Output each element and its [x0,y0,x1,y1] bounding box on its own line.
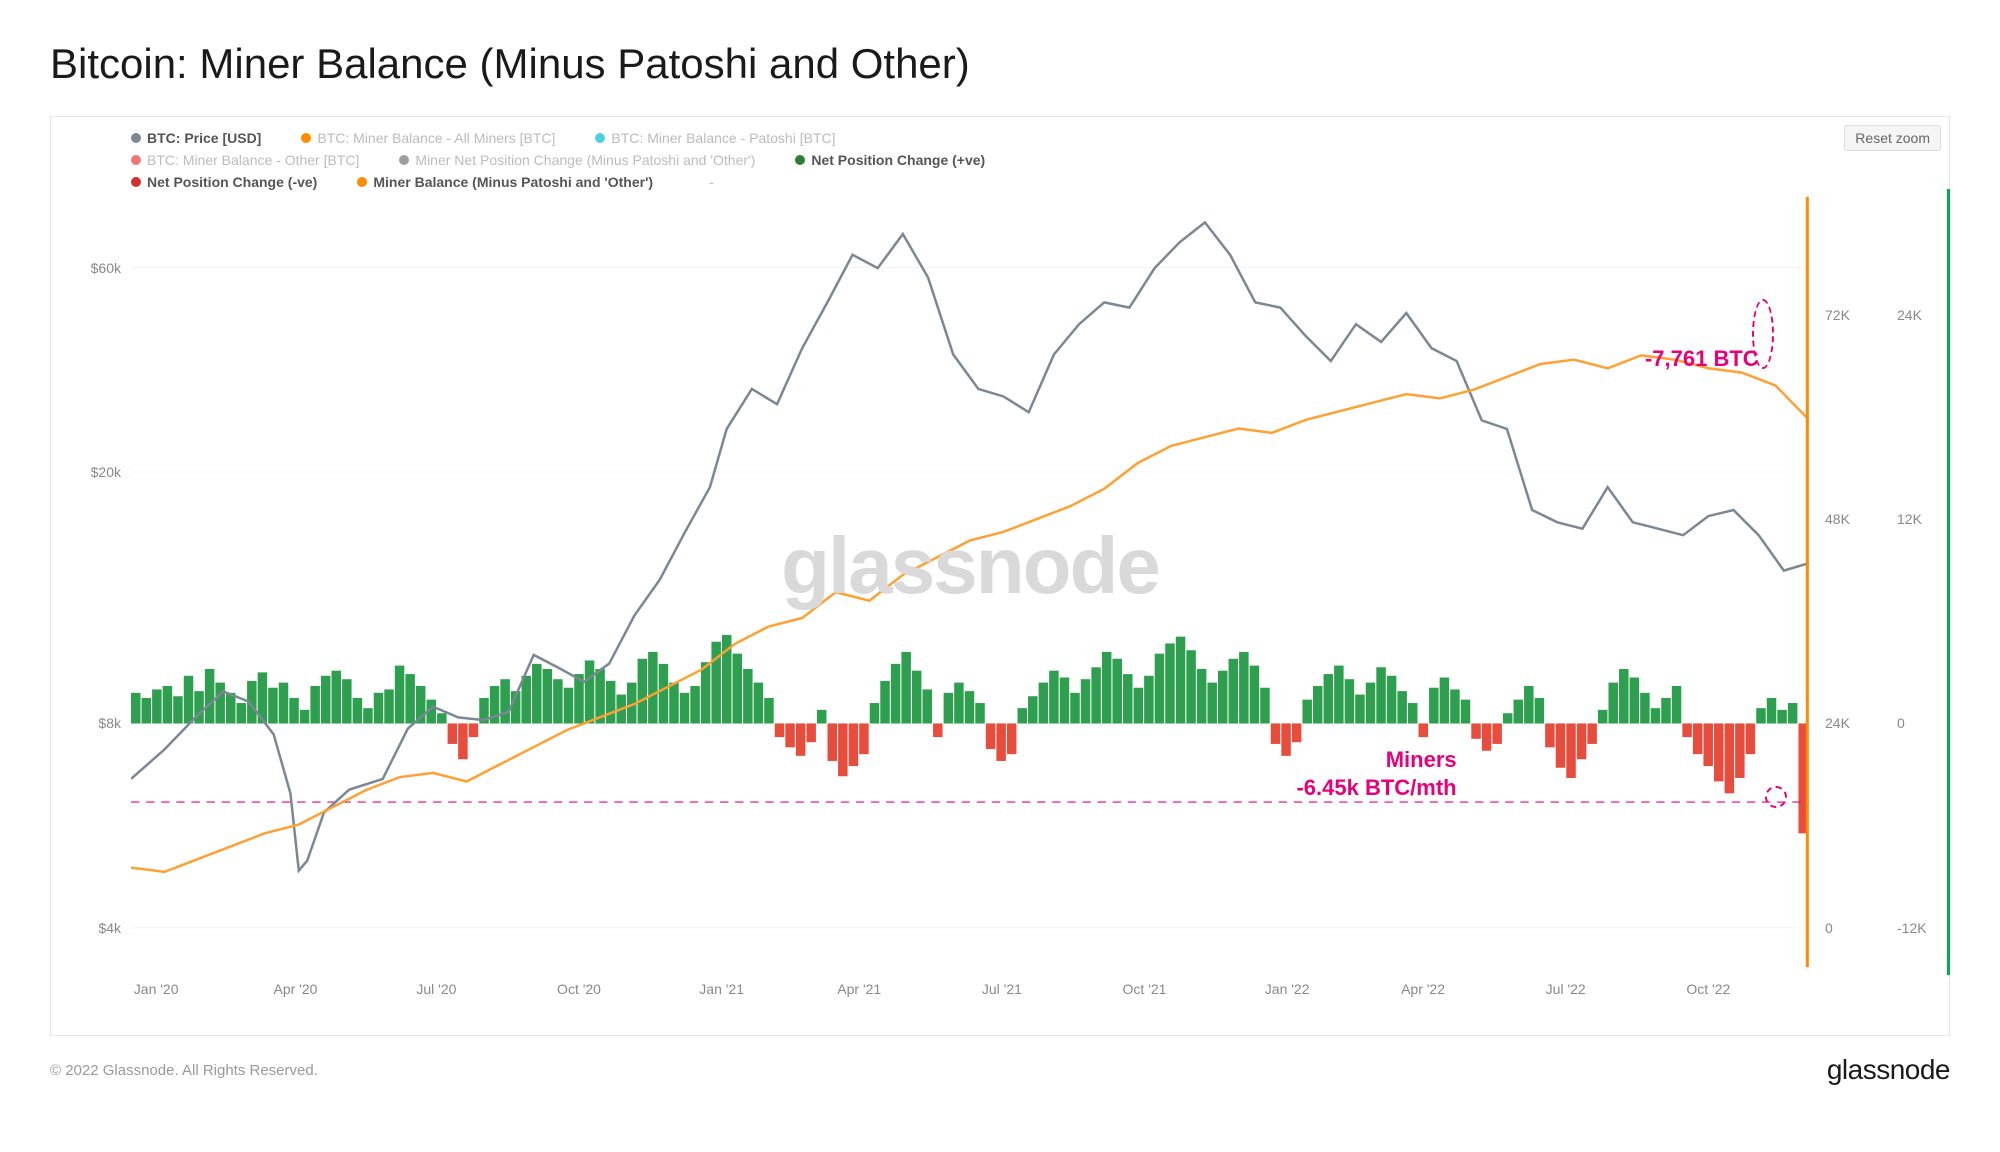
axis-tick-label: 24K [1897,307,1922,323]
axis-tick-label: 72K [1825,307,1850,323]
legend-dot [131,133,141,143]
axis-tick-label: 24K [1825,715,1850,731]
legend-label: BTC: Price [USD] [147,127,261,149]
chart-frame: Reset zoom BTC: Price [USD]BTC: Miner Ba… [50,116,1950,1036]
axis-tick-label: Apr '22 [1401,981,1445,997]
axis-tick-label: -12K [1897,920,1927,936]
axis-tick-label: Apr '20 [273,981,317,997]
y-axis-right-netpos: -12K 0 12K 24K [1889,189,1949,975]
legend-dot [693,177,703,187]
x-axis: Jan '20 Apr '20 Jul '20 Oct '20 Jan '21 Apr '… [131,981,1809,1005]
legend-dot [131,177,141,187]
legend-label: Miner Net Position Change (Minus Patoshi… [415,149,755,171]
axis-tick-label: Jan '22 [1265,981,1310,997]
copyright-text: © 2022 Glassnode. All Rights Reserved. [50,1062,318,1079]
annotation-miners-line2: -6.45k BTC/mth [1296,775,1456,801]
legend-item[interactable]: Net Position Change (+ve) [795,149,985,171]
legend-label: BTC: Miner Balance - All Miners [BTC] [317,127,555,149]
axis-tick-label: Oct '21 [1123,981,1167,997]
axis-tick-label: Jul '22 [1546,981,1586,997]
legend-label: BTC: Miner Balance - Patoshi [BTC] [611,127,835,149]
axis-tick-label: Jul '21 [982,981,1022,997]
plot-area: glassnode -7,761 BTC Miners -6.45k BTC/m… [131,189,1809,975]
legend-dot [131,155,141,165]
axis-tick-label: Jan '20 [134,981,179,997]
annotation-btc-drop: -7,761 BTC [1645,346,1759,372]
chart-title: Bitcoin: Miner Balance (Minus Patoshi an… [50,40,1950,88]
reset-zoom-button[interactable]: Reset zoom [1844,125,1941,151]
y-axis-right-balance: 0 24K 48K 72K [1817,189,1877,975]
legend-dot [595,133,605,143]
legend-item[interactable]: BTC: Miner Balance - All Miners [BTC] [301,127,555,149]
axis-tick-label: Apr '21 [837,981,881,997]
axis-tick-label: 0 [1825,920,1833,936]
axis-tick-label: $8k [98,715,121,731]
callout-ellipse-1 [1752,299,1774,369]
legend-label: Net Position Change (+ve) [811,149,985,171]
axis-tick-label: Jul '20 [416,981,456,997]
axis-tick-label: 12K [1897,511,1922,527]
axis-tick-label: Oct '22 [1686,981,1730,997]
footer: © 2022 Glassnode. All Rights Reserved. g… [50,1054,1950,1086]
legend-dot [795,155,805,165]
axis-tick-label: Oct '20 [557,981,601,997]
brand-logo: glassnode [1827,1054,1950,1086]
axis-tick-label: $20k [91,464,121,480]
legend-item[interactable]: BTC: Miner Balance - Other [BTC] [131,149,359,171]
legend-dot [399,155,409,165]
legend-dot [301,133,311,143]
y-axis-left: $4k $8k $20k $60k [51,189,129,975]
axis-tick-label: $4k [98,920,121,936]
annotation-miners-line1: Miners [1386,747,1457,773]
axis-edge-green [1947,189,1950,975]
axis-tick-label: 48K [1825,511,1850,527]
axis-tick-label: $60k [91,260,121,276]
legend-label: BTC: Miner Balance - Other [BTC] [147,149,359,171]
axis-tick-label: Jan '21 [699,981,744,997]
legend-item[interactable]: BTC: Price [USD] [131,127,261,149]
axis-tick-label: 0 [1897,715,1905,731]
legend: BTC: Price [USD] BTC: Miner Balance - All… [51,117,1949,199]
legend-dot [357,177,367,187]
legend-item[interactable]: Miner Net Position Change (Minus Patoshi… [399,149,755,171]
legend-item[interactable]: BTC: Miner Balance - Patoshi [BTC] [595,127,835,149]
